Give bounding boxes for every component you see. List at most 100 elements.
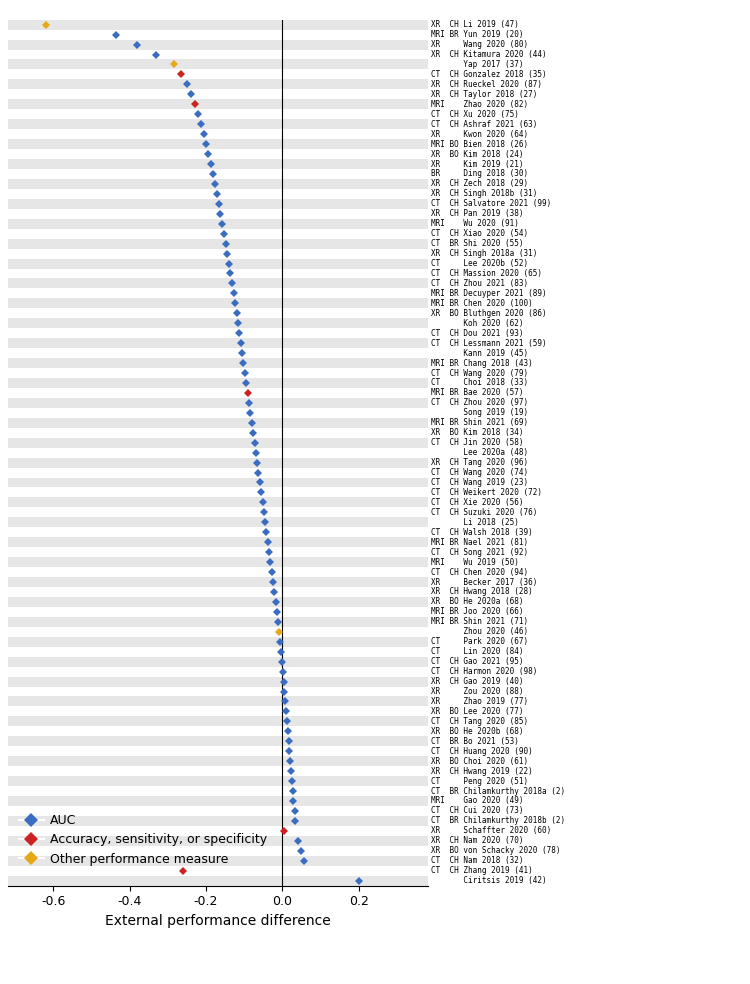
Bar — [8, 637, 427, 646]
Bar — [8, 358, 427, 368]
Text: MRI BR Shin 2021 (71): MRI BR Shin 2021 (71) — [431, 617, 528, 627]
Text: XR  BO He 2020a (68): XR BO He 2020a (68) — [431, 597, 524, 606]
Text: XR  CH Pan 2019 (38): XR CH Pan 2019 (38) — [431, 210, 524, 218]
Text: CT  CH Lessmann 2021 (59): CT CH Lessmann 2021 (59) — [431, 338, 547, 347]
Text: CT  CH Zhang 2019 (41): CT CH Zhang 2019 (41) — [431, 866, 533, 875]
Bar — [8, 378, 427, 388]
Text: XR  BO Lee 2020 (77): XR BO Lee 2020 (77) — [431, 707, 524, 716]
Text: XR  CH Nam 2020 (70): XR CH Nam 2020 (70) — [431, 836, 524, 845]
Text: Kann 2019 (45): Kann 2019 (45) — [431, 348, 528, 357]
Text: XR  CH Hwang 2018 (28): XR CH Hwang 2018 (28) — [431, 587, 533, 596]
Text: XR  CH Taylor 2018 (27): XR CH Taylor 2018 (27) — [431, 90, 538, 98]
Text: XR  BO Kim 2018 (34): XR BO Kim 2018 (34) — [431, 428, 524, 437]
Text: MRI BR Chen 2020 (100): MRI BR Chen 2020 (100) — [431, 299, 533, 308]
Bar — [8, 438, 427, 448]
Bar — [8, 537, 427, 547]
Bar — [8, 677, 427, 687]
Bar — [8, 278, 427, 288]
Bar — [8, 159, 427, 169]
Text: XR  CH Tang 2020 (96): XR CH Tang 2020 (96) — [431, 459, 528, 467]
Bar — [8, 577, 427, 587]
Text: CT  CH Suzuki 2020 (76): CT CH Suzuki 2020 (76) — [431, 508, 538, 517]
Text: XR  CH Gao 2019 (40): XR CH Gao 2019 (40) — [431, 677, 524, 686]
Bar — [8, 418, 427, 428]
Bar — [8, 776, 427, 786]
Text: CT  BR Chilamkurthy 2018a (2): CT BR Chilamkurthy 2018a (2) — [431, 786, 566, 795]
Text: MRI BR Nael 2021 (81): MRI BR Nael 2021 (81) — [431, 537, 528, 547]
Text: CT  CH Nam 2018 (32): CT CH Nam 2018 (32) — [431, 856, 524, 865]
Text: XR  CH Singh 2018a (31): XR CH Singh 2018a (31) — [431, 249, 538, 258]
Text: CT  CH Xiao 2020 (54): CT CH Xiao 2020 (54) — [431, 229, 528, 238]
Text: MRI BR Yun 2019 (20): MRI BR Yun 2019 (20) — [431, 31, 524, 39]
Text: XR  CH Singh 2018b (31): XR CH Singh 2018b (31) — [431, 189, 538, 199]
Text: CT  CH Song 2021 (92): CT CH Song 2021 (92) — [431, 548, 528, 557]
Text: Yap 2017 (37): Yap 2017 (37) — [431, 60, 524, 69]
Bar — [8, 179, 427, 189]
Text: CT  BR Bo 2021 (53): CT BR Bo 2021 (53) — [431, 737, 519, 746]
Text: XR  CH Li 2019 (47): XR CH Li 2019 (47) — [431, 20, 519, 30]
Text: CT  CH Xie 2020 (56): CT CH Xie 2020 (56) — [431, 498, 524, 507]
Text: XR     Kwon 2020 (64): XR Kwon 2020 (64) — [431, 130, 528, 139]
Text: Song 2019 (19): Song 2019 (19) — [431, 408, 528, 417]
Text: CT  CH Gao 2021 (95): CT CH Gao 2021 (95) — [431, 657, 524, 666]
Legend: AUC, Accuracy, sensitivity, or specificity, Other performance measure: AUC, Accuracy, sensitivity, or specifici… — [13, 809, 272, 871]
Text: XR  CH Kitamura 2020 (44): XR CH Kitamura 2020 (44) — [431, 50, 547, 59]
Text: CT  CH Walsh 2018 (39): CT CH Walsh 2018 (39) — [431, 527, 533, 536]
Text: CT  CH Massion 2020 (65): CT CH Massion 2020 (65) — [431, 269, 542, 278]
Bar — [8, 398, 427, 407]
Bar — [8, 656, 427, 666]
Text: CT  CH Gonzalez 2018 (35): CT CH Gonzalez 2018 (35) — [431, 70, 547, 79]
Text: CT  CH Weikert 2020 (72): CT CH Weikert 2020 (72) — [431, 488, 542, 497]
Text: CT     Peng 2020 (51): CT Peng 2020 (51) — [431, 776, 528, 785]
Text: CT  CH Dou 2021 (93): CT CH Dou 2021 (93) — [431, 329, 524, 338]
Text: XR     Schaffter 2020 (60): XR Schaffter 2020 (60) — [431, 827, 551, 835]
Bar — [8, 876, 427, 886]
Text: CT  CH Harmon 2020 (98): CT CH Harmon 2020 (98) — [431, 667, 538, 676]
Text: CT  CH Wang 2019 (23): CT CH Wang 2019 (23) — [431, 478, 528, 487]
Text: Li 2018 (25): Li 2018 (25) — [431, 518, 519, 526]
Text: MRI BR Decuyper 2021 (89): MRI BR Decuyper 2021 (89) — [431, 289, 547, 298]
Text: CT  CH Zhou 2021 (83): CT CH Zhou 2021 (83) — [431, 278, 528, 288]
Bar — [8, 259, 427, 269]
Text: CT  CH Xu 2020 (75): CT CH Xu 2020 (75) — [431, 110, 519, 119]
Bar — [8, 557, 427, 567]
Text: XR     Kim 2019 (21): XR Kim 2019 (21) — [431, 159, 524, 168]
Bar — [8, 617, 427, 627]
Bar — [8, 199, 427, 209]
Text: MRI BR Chang 2018 (43): MRI BR Chang 2018 (43) — [431, 358, 533, 368]
Text: XR  BO Bluthgen 2020 (86): XR BO Bluthgen 2020 (86) — [431, 309, 547, 318]
Bar — [8, 597, 427, 607]
Bar — [8, 796, 427, 806]
Text: XR  CH Zech 2018 (29): XR CH Zech 2018 (29) — [431, 179, 528, 188]
Text: XR  CH Rueckel 2020 (87): XR CH Rueckel 2020 (87) — [431, 80, 542, 89]
Text: Koh 2020 (62): Koh 2020 (62) — [431, 319, 524, 328]
Text: CT  CH Tang 2020 (85): CT CH Tang 2020 (85) — [431, 717, 528, 726]
Text: XR  BO Kim 2018 (24): XR BO Kim 2018 (24) — [431, 150, 524, 158]
Text: CT  CH Ashraf 2021 (63): CT CH Ashraf 2021 (63) — [431, 120, 538, 129]
Text: XR  BO Choi 2020 (61): XR BO Choi 2020 (61) — [431, 757, 528, 766]
Text: XR  CH Hwang 2019 (22): XR CH Hwang 2019 (22) — [431, 767, 533, 775]
Text: MRI    Zhao 2020 (82): MRI Zhao 2020 (82) — [431, 99, 528, 109]
Text: MRI    Wu 2019 (50): MRI Wu 2019 (50) — [431, 558, 519, 567]
Text: CT  CH Salvatore 2021 (99): CT CH Salvatore 2021 (99) — [431, 200, 551, 209]
Bar — [8, 218, 427, 228]
Bar — [8, 518, 427, 527]
Text: CT     Choi 2018 (33): CT Choi 2018 (33) — [431, 379, 528, 388]
Bar — [8, 239, 427, 249]
Text: CT  CH Jin 2020 (58): CT CH Jin 2020 (58) — [431, 438, 524, 447]
Text: XR     Zou 2020 (88): XR Zou 2020 (88) — [431, 687, 524, 696]
Text: CT     Lee 2020b (52): CT Lee 2020b (52) — [431, 259, 528, 268]
Bar — [8, 498, 427, 508]
Bar — [8, 716, 427, 726]
Bar — [8, 835, 427, 846]
X-axis label: External performance difference: External performance difference — [105, 914, 330, 928]
Bar — [8, 697, 427, 707]
Text: CT  CH Cui 2020 (73): CT CH Cui 2020 (73) — [431, 807, 524, 816]
Text: MRI BR Shin 2021 (69): MRI BR Shin 2021 (69) — [431, 418, 528, 427]
Bar — [8, 139, 427, 149]
Text: CT     Lin 2020 (84): CT Lin 2020 (84) — [431, 647, 524, 656]
Text: CT  CH Wang 2020 (74): CT CH Wang 2020 (74) — [431, 468, 528, 477]
Text: MRI BR Bae 2020 (57): MRI BR Bae 2020 (57) — [431, 389, 524, 398]
Text: Ciritsis 2019 (42): Ciritsis 2019 (42) — [431, 876, 547, 886]
Text: CT     Park 2020 (67): CT Park 2020 (67) — [431, 638, 528, 646]
